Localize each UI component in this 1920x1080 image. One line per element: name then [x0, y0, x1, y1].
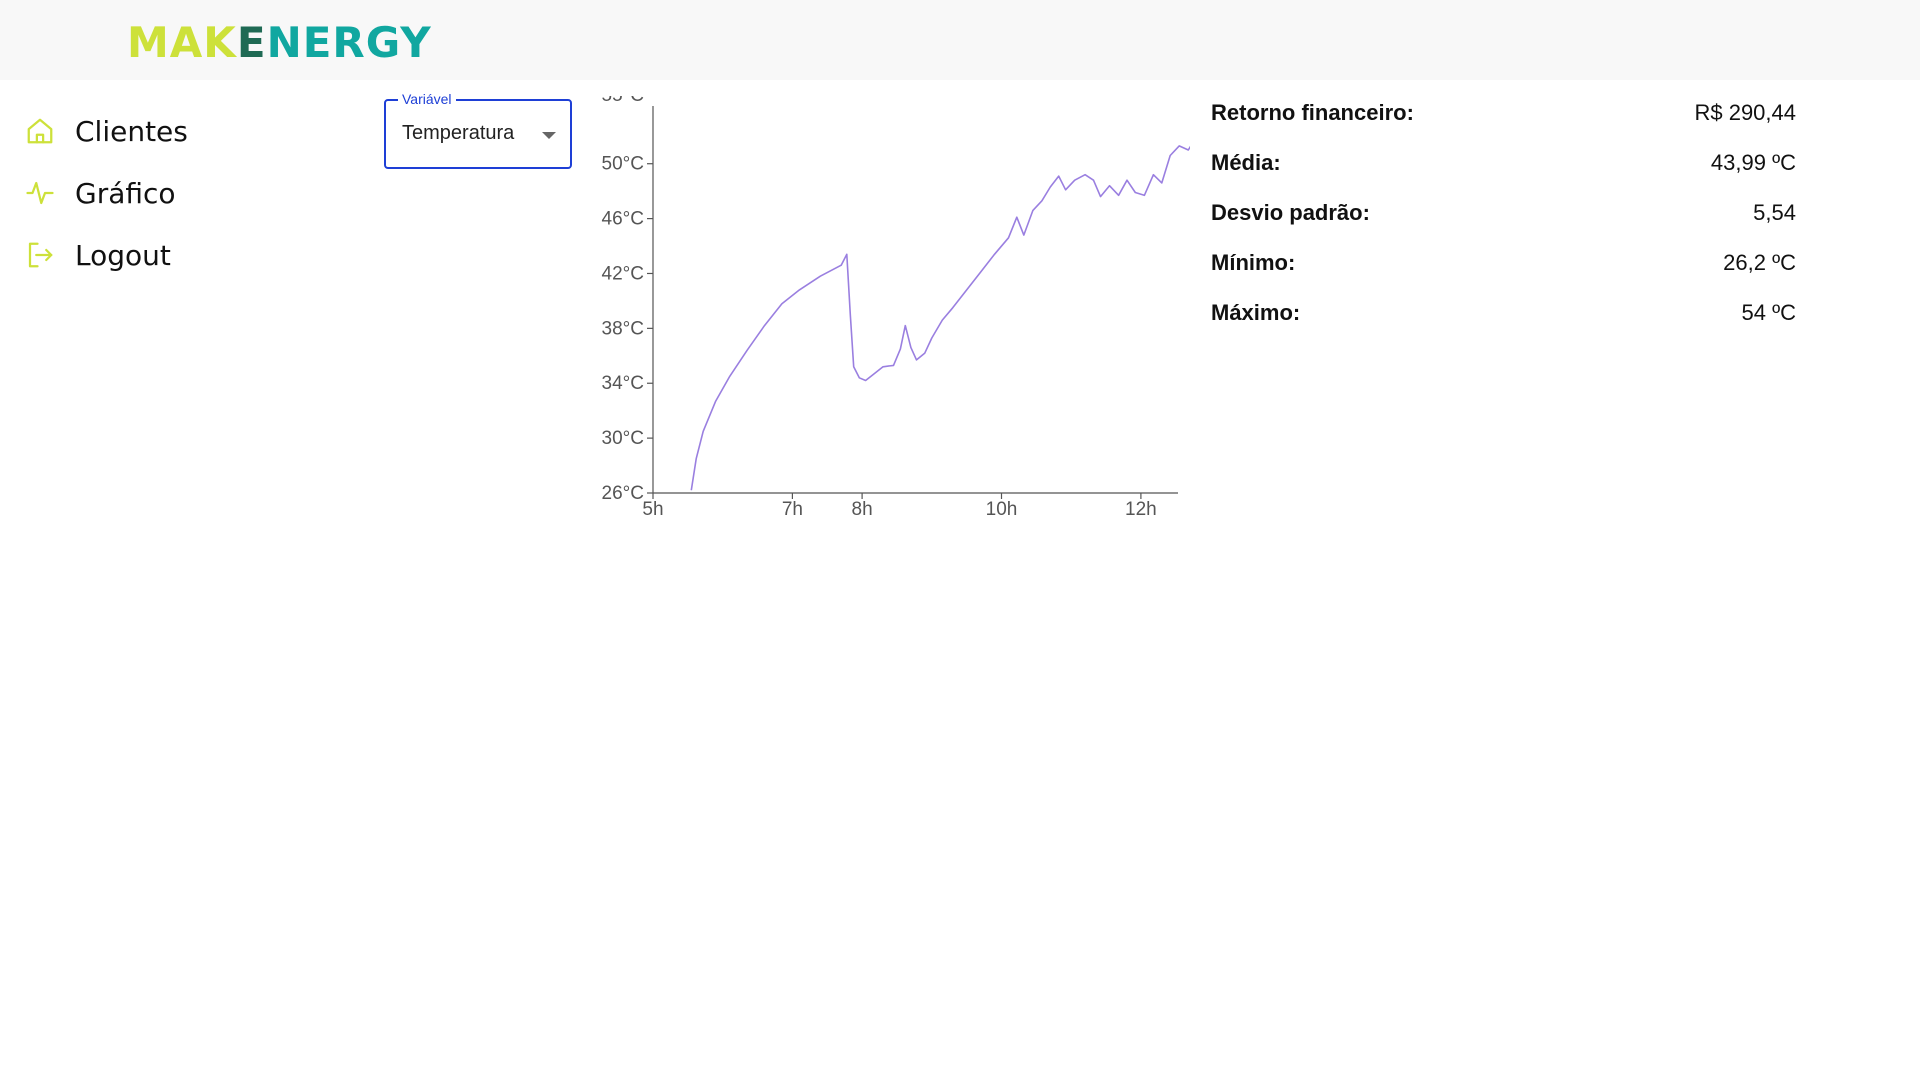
variable-select-label: Variável	[398, 91, 456, 107]
y-tick-label: 38°C	[602, 318, 644, 339]
stat-label: Mínimo:	[1211, 250, 1296, 275]
stat-label: Máximo:	[1211, 300, 1301, 325]
nav-item-grafico[interactable]: Gráfico	[24, 162, 188, 224]
x-tick-label: 5h	[642, 499, 663, 520]
nav-item-clientes[interactable]: Clientes	[24, 100, 188, 162]
logo-part-1: MAK	[127, 18, 237, 67]
logo-part-2: E	[236, 18, 267, 67]
stat-label: Desvio padrão:	[1211, 200, 1370, 225]
y-axis: 26°C 30°C 34°C 38°C 42°C 46°C 50°C 55°C	[602, 96, 654, 504]
stat-value: 54 ºC	[1741, 300, 1796, 325]
home-icon	[24, 115, 56, 147]
nav-item-logout[interactable]: Logout	[24, 224, 188, 286]
variable-select-value: Temperatura	[402, 122, 515, 144]
dropdown-arrow-icon	[542, 132, 556, 139]
top-bar: MAKENERGY	[0, 0, 1920, 80]
x-tick-label: 8h	[852, 499, 873, 520]
stat-value: 26,2 ºC	[1723, 250, 1796, 275]
stat-value: R$ 290,44	[1694, 100, 1796, 125]
series-layer	[690, 145, 1190, 491]
variable-select[interactable]: Variável Temperatura	[384, 91, 572, 169]
stat-label: Média:	[1211, 150, 1281, 175]
y-tick-label: 50°C	[602, 154, 644, 175]
y-tick-label: 34°C	[602, 373, 644, 394]
stat-media: Média: 43,99 ºC	[1211, 150, 1796, 200]
activity-icon	[24, 177, 56, 209]
y-tick-label: 55°C	[602, 96, 644, 106]
nav-label-logout: Logout	[75, 238, 171, 272]
stat-minimo: Mínimo: 26,2 ºC	[1211, 250, 1796, 300]
stat-label: Retorno financeiro:	[1211, 100, 1414, 125]
y-tick-label: 46°C	[602, 209, 644, 230]
y-tick-label: 42°C	[602, 263, 644, 284]
logout-icon	[24, 239, 56, 271]
x-tick-label: 12h	[1125, 499, 1157, 520]
stat-maximo: Máximo: 54 ºC	[1211, 300, 1796, 350]
sidebar-nav: Clientes Gráfico Logout	[24, 100, 188, 286]
makenergy-logo[interactable]: MAKENERGY	[127, 20, 432, 66]
stat-retorno-financeiro: Retorno financeiro: R$ 290,44	[1211, 100, 1796, 150]
stat-desvio-padrao: Desvio padrão: 5,54	[1211, 200, 1796, 250]
x-tick-label: 10h	[986, 499, 1018, 520]
logo-part-3: NERGY	[266, 18, 432, 67]
x-axis: 5h7h8h10h12h14h16h17h	[642, 492, 1178, 520]
y-tick-label: 30°C	[602, 428, 644, 449]
nav-label-clientes: Clientes	[75, 114, 188, 148]
stat-value: 5,54	[1753, 200, 1796, 225]
temperature-series-line	[690, 145, 1190, 491]
stats-panel: Retorno financeiro: R$ 290,44 Média: 43,…	[1211, 100, 1796, 350]
x-tick-label: 7h	[782, 499, 803, 520]
y-tick-label: 26°C	[602, 483, 644, 504]
temperature-line-chart: 26°C 30°C 34°C 38°C 42°C 46°C 50°C 55°C 5h 7h 8h 1…	[602, 96, 1190, 520]
stat-value: 43,99 ºC	[1710, 150, 1796, 175]
nav-label-grafico: Gráfico	[75, 176, 176, 210]
